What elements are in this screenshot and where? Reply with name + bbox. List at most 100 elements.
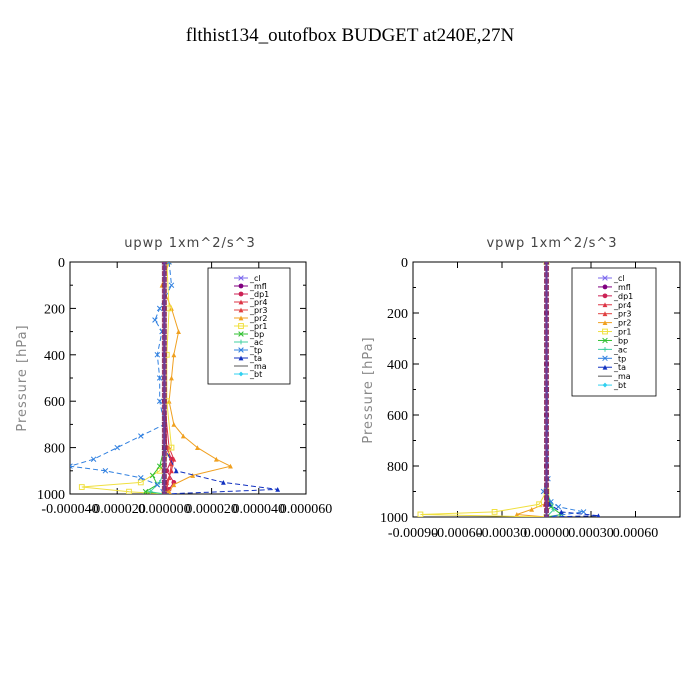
legend-label: _tp — [249, 346, 262, 355]
legend-label: _pr3 — [249, 306, 267, 315]
panel-title: upwp 1xm^2/s^3 — [124, 236, 256, 251]
legend-box — [571, 267, 657, 397]
figure-title: flthist134_outofbox BUDGET at240E,27N — [186, 25, 515, 46]
series-line-pr1 — [81, 262, 173, 494]
data-point — [238, 347, 244, 353]
data-point — [138, 433, 144, 439]
data-point — [149, 472, 156, 479]
data-point — [221, 480, 226, 485]
data-point — [169, 375, 174, 381]
data-point — [156, 463, 163, 469]
x-tick-label: 0.000060 — [280, 502, 333, 517]
data-point — [152, 317, 158, 323]
y-axis-label: Pressure [hPa] — [361, 336, 376, 443]
legend-label: _mfl — [613, 283, 631, 292]
data-point — [166, 489, 172, 494]
y-tick-label: 400 — [387, 358, 408, 373]
legend-label: _mfl — [249, 282, 267, 291]
data-point — [596, 513, 601, 517]
x-tick-label: 0.000040 — [233, 502, 286, 517]
data-point — [171, 456, 177, 462]
y-tick-label: 0 — [58, 256, 65, 271]
y-tick-label: 600 — [387, 409, 408, 424]
x-tick-label: 0.00030 — [568, 526, 614, 541]
data-point — [238, 275, 244, 281]
data-point — [551, 506, 557, 512]
y-axis-label: Pressure [hPa] — [15, 324, 30, 431]
data-point — [156, 375, 163, 381]
y-tick-label: 0 — [401, 256, 408, 271]
y-tick-label: 200 — [44, 302, 65, 317]
x-tick-label: -0.000040 — [41, 502, 98, 517]
series-line-pr1 — [420, 262, 547, 517]
data-point — [602, 337, 608, 344]
series-group — [70, 262, 281, 494]
data-point — [238, 339, 244, 345]
x-tick-label: -0.00030 — [477, 526, 527, 541]
data-point — [238, 371, 244, 377]
series-line-bp — [143, 262, 165, 494]
data-point — [602, 346, 608, 352]
legend-label: _cl — [249, 274, 261, 283]
legend-label: _ta — [613, 363, 626, 372]
legend-label: _ac — [613, 345, 627, 354]
x-tick-label: 0.00060 — [613, 526, 659, 541]
data-point — [602, 293, 608, 299]
legend-label: _ma — [249, 362, 267, 371]
legend-label: _tp — [613, 354, 626, 363]
data-point — [166, 262, 172, 265]
data-point — [275, 486, 281, 492]
legend-box — [207, 267, 291, 385]
data-point — [238, 315, 244, 321]
data-point — [213, 456, 219, 462]
y-tick-label: 200 — [387, 307, 408, 322]
vpwp-panel: vpwp 1xm^2/s^3 Pressure [hPa] 0 200 400 600 80… — [361, 236, 681, 541]
legend-label: _pr2 — [249, 314, 267, 323]
data-point — [417, 511, 424, 517]
data-point — [137, 479, 144, 486]
data-point — [602, 364, 608, 370]
data-point — [142, 488, 149, 494]
data-point — [536, 501, 542, 508]
data-point — [171, 352, 177, 358]
data-point — [602, 275, 608, 281]
data-point — [602, 320, 608, 326]
data-point — [156, 398, 163, 404]
data-point — [78, 484, 85, 490]
data-point — [173, 468, 179, 474]
data-point — [238, 331, 244, 337]
data-point — [156, 305, 163, 312]
legend-label: _ac — [249, 338, 263, 347]
data-point — [602, 311, 608, 317]
data-point — [238, 307, 244, 313]
data-point — [154, 481, 161, 488]
data-point — [169, 461, 174, 467]
x-tick-label: 0.000020 — [185, 502, 238, 517]
legend-label: _dp1 — [613, 292, 633, 301]
data-point — [70, 463, 73, 469]
legend: _cl_mfl_dp1_pr4_pr3_pr2_pr1_bp_ac_tp_ta_… — [571, 267, 657, 397]
data-point — [238, 299, 244, 305]
data-point — [195, 445, 200, 450]
legend-label: _ma — [613, 372, 631, 381]
legend-label: _ta — [249, 354, 262, 363]
series-line-pr2 — [161, 262, 232, 494]
data-point — [228, 463, 233, 469]
series-group — [417, 262, 601, 517]
data-point — [558, 509, 564, 515]
legend-label: _pr4 — [613, 301, 631, 310]
data-point — [171, 482, 177, 488]
data-point — [138, 475, 144, 481]
data-point — [126, 488, 132, 494]
data-point — [238, 291, 244, 297]
data-point — [602, 328, 608, 335]
data-point — [166, 475, 172, 481]
series-line-ta — [546, 262, 599, 517]
legend-label: _pr1 — [249, 322, 267, 331]
data-point — [176, 329, 181, 334]
series-line-tp — [70, 262, 173, 494]
legend: _cl_mfl_dp1_pr4_pr3_pr2_pr1_bp_ac_tp_ta_… — [207, 267, 291, 385]
y-tick-label: 600 — [44, 395, 65, 410]
data-point — [168, 282, 175, 288]
data-point — [180, 433, 186, 439]
